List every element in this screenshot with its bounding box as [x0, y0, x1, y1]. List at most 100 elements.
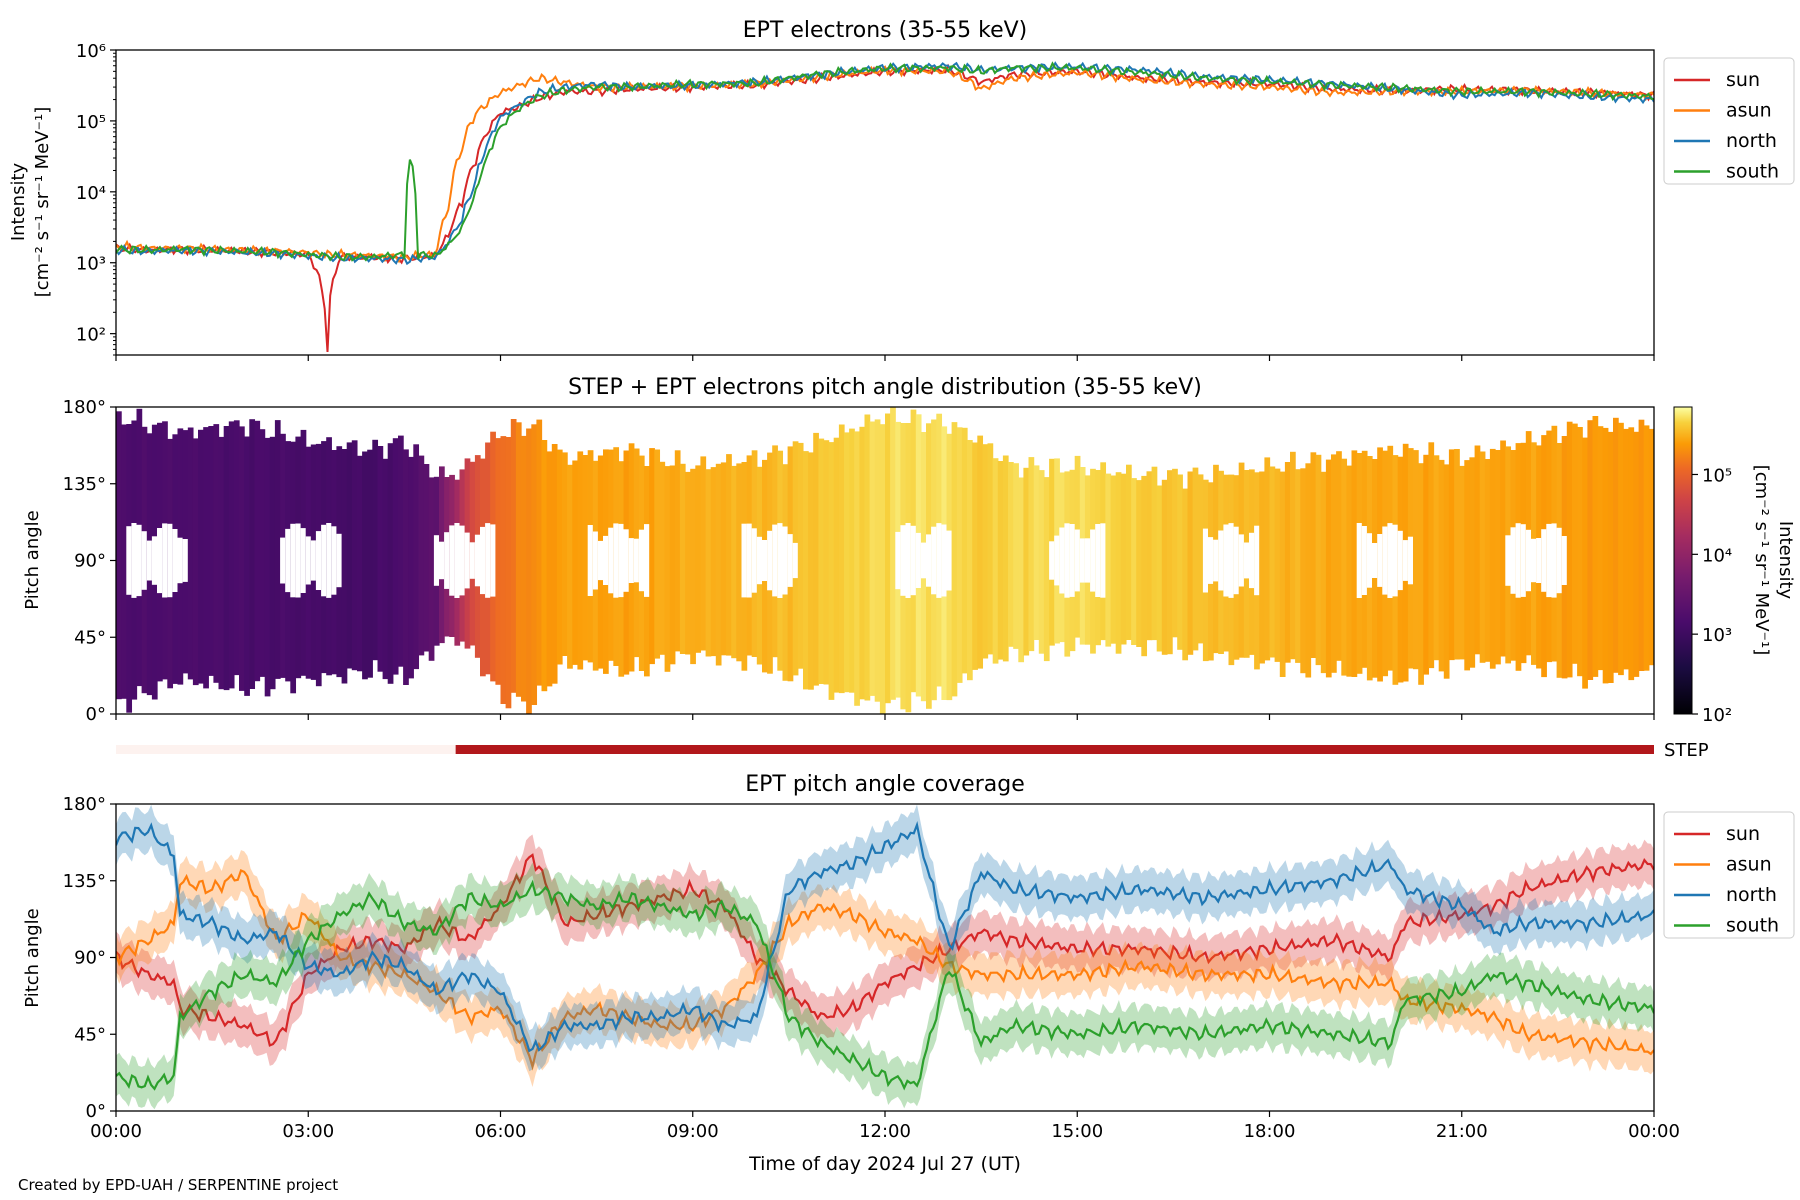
- legend-label-sun: sun: [1726, 69, 1760, 91]
- heatmap-gap: [920, 542, 927, 579]
- y-tick-label: 135°: [63, 871, 106, 892]
- heatmap-column: [1582, 437, 1588, 689]
- heatmap-gap: [1254, 525, 1260, 596]
- heatmap-column: [1177, 474, 1183, 650]
- heatmap-column: [269, 436, 276, 690]
- heatmap-column: [1413, 450, 1419, 670]
- heatmap-column: [659, 461, 666, 655]
- heatmap-gap: [1531, 538, 1537, 583]
- heatmap-column: [218, 436, 225, 690]
- heatmap-gap: [474, 534, 481, 587]
- heatmap-gap: [1356, 523, 1363, 598]
- heatmap-gap: [1218, 530, 1224, 591]
- heatmap-column: [274, 420, 281, 679]
- heatmap-gap: [172, 529, 179, 592]
- heatmap-gap: [1505, 535, 1512, 586]
- heatmap-column: [1628, 427, 1635, 681]
- heatmap-gap: [1407, 536, 1414, 585]
- x-tick-label: 12:00: [859, 1121, 911, 1142]
- heatmap-gap: [1095, 524, 1101, 597]
- heatmap-gap: [1064, 523, 1071, 598]
- heatmap-column: [357, 455, 363, 672]
- legend-box: [1663, 57, 1795, 185]
- heatmap-gap: [480, 526, 486, 595]
- heatmap-gap: [751, 528, 758, 593]
- heatmap-column: [1643, 425, 1650, 671]
- x-tick-label: 03:00: [282, 1121, 334, 1142]
- heatmap-column: [1284, 462, 1291, 663]
- heatmap-column: [1351, 450, 1358, 677]
- heatmap-column: [674, 450, 681, 652]
- heatmap-column: [362, 451, 368, 680]
- legend-label-north: north: [1726, 884, 1777, 906]
- heatmap-gap: [1382, 526, 1389, 595]
- heatmap-column: [1043, 477, 1050, 662]
- intensity-panel: EPT electrons (35-55 keV) 10²10³10⁴10⁵10…: [8, 18, 1795, 361]
- heatmap-gap: [623, 529, 630, 592]
- heatmap-column: [346, 442, 353, 669]
- panel4-title: EPT pitch angle coverage: [745, 772, 1025, 797]
- heatmap-gap: [926, 534, 932, 587]
- heatmap-column: [264, 437, 271, 697]
- heatmap-column: [1428, 442, 1435, 669]
- panel4-marks: [116, 804, 1654, 1110]
- heatmap-column: [1336, 451, 1342, 661]
- heatmap-column: [987, 443, 994, 655]
- heatmap-column: [1310, 452, 1317, 658]
- heatmap-column: [720, 462, 727, 656]
- heatmap-column: [1423, 454, 1430, 675]
- heatmap-column: [844, 432, 850, 693]
- heatmap-gap: [310, 540, 317, 581]
- heatmap-gap: [1556, 527, 1563, 594]
- heatmap-column: [1126, 464, 1132, 640]
- heatmap-gap: [592, 531, 599, 590]
- heatmap-column: [705, 469, 712, 657]
- heatmap-column: [1479, 451, 1486, 663]
- heatmap-gap: [1090, 529, 1096, 592]
- heatmap-column: [259, 429, 266, 677]
- heatmap-column: [546, 451, 553, 687]
- heatmap-column: [521, 435, 527, 702]
- heatmap-column: [254, 420, 261, 682]
- heatmap-gap: [762, 540, 768, 581]
- heatmap-column: [121, 424, 127, 699]
- heatmap-column: [1305, 463, 1312, 678]
- heatmap-column: [1602, 427, 1609, 684]
- heatmap-gap: [1372, 543, 1378, 578]
- colorbar-ticks: 10² 10³ 10⁴ 10⁵: [1692, 465, 1732, 726]
- heatmap-gap: [1377, 534, 1383, 587]
- heatmap-gap: [444, 532, 450, 589]
- panel4-xlabel: Time of day 2024 Jul 27 (UT): [748, 1153, 1021, 1175]
- heatmap-gap: [454, 523, 461, 598]
- heatmap-column: [1105, 473, 1112, 647]
- heatmap-column: [818, 438, 825, 684]
- heatmap-column: [874, 419, 881, 702]
- y-tick-label: 0°: [86, 704, 106, 725]
- y-tick-label: 0°: [86, 1101, 106, 1122]
- heatmap-column: [1566, 421, 1573, 678]
- y-tick-label: 180°: [63, 794, 106, 815]
- y-tick-label: 135°: [63, 474, 106, 495]
- heatmap-column: [1623, 428, 1629, 670]
- heatmap-gap: [315, 531, 322, 590]
- heatmap-gap: [1361, 526, 1368, 595]
- heatmap-gap: [633, 538, 640, 583]
- heatmap-gap: [946, 530, 953, 591]
- heatmap-column: [1002, 455, 1009, 662]
- heatmap-gap: [638, 529, 645, 592]
- heatmap-column: [1438, 459, 1445, 672]
- panel1-ylabel-line2: [cm⁻² s⁻¹ sr⁻¹ MeV⁻¹]: [32, 107, 53, 298]
- heatmap-column: [992, 458, 999, 664]
- heatmap-column: [187, 427, 194, 680]
- heatmap-gap: [1100, 523, 1107, 598]
- heatmap-column: [233, 420, 240, 676]
- heatmap-gap: [1536, 538, 1542, 583]
- heatmap-column: [1028, 457, 1035, 652]
- panel1-xticks: [115, 355, 1655, 361]
- heatmap-gap: [485, 523, 491, 598]
- heatmap-gap: [1208, 537, 1214, 584]
- heatmap-column: [1592, 416, 1599, 677]
- y-tick-label: 45°: [74, 1024, 106, 1045]
- heatmap-column: [1264, 457, 1271, 661]
- y-tick-label: 90°: [74, 551, 106, 572]
